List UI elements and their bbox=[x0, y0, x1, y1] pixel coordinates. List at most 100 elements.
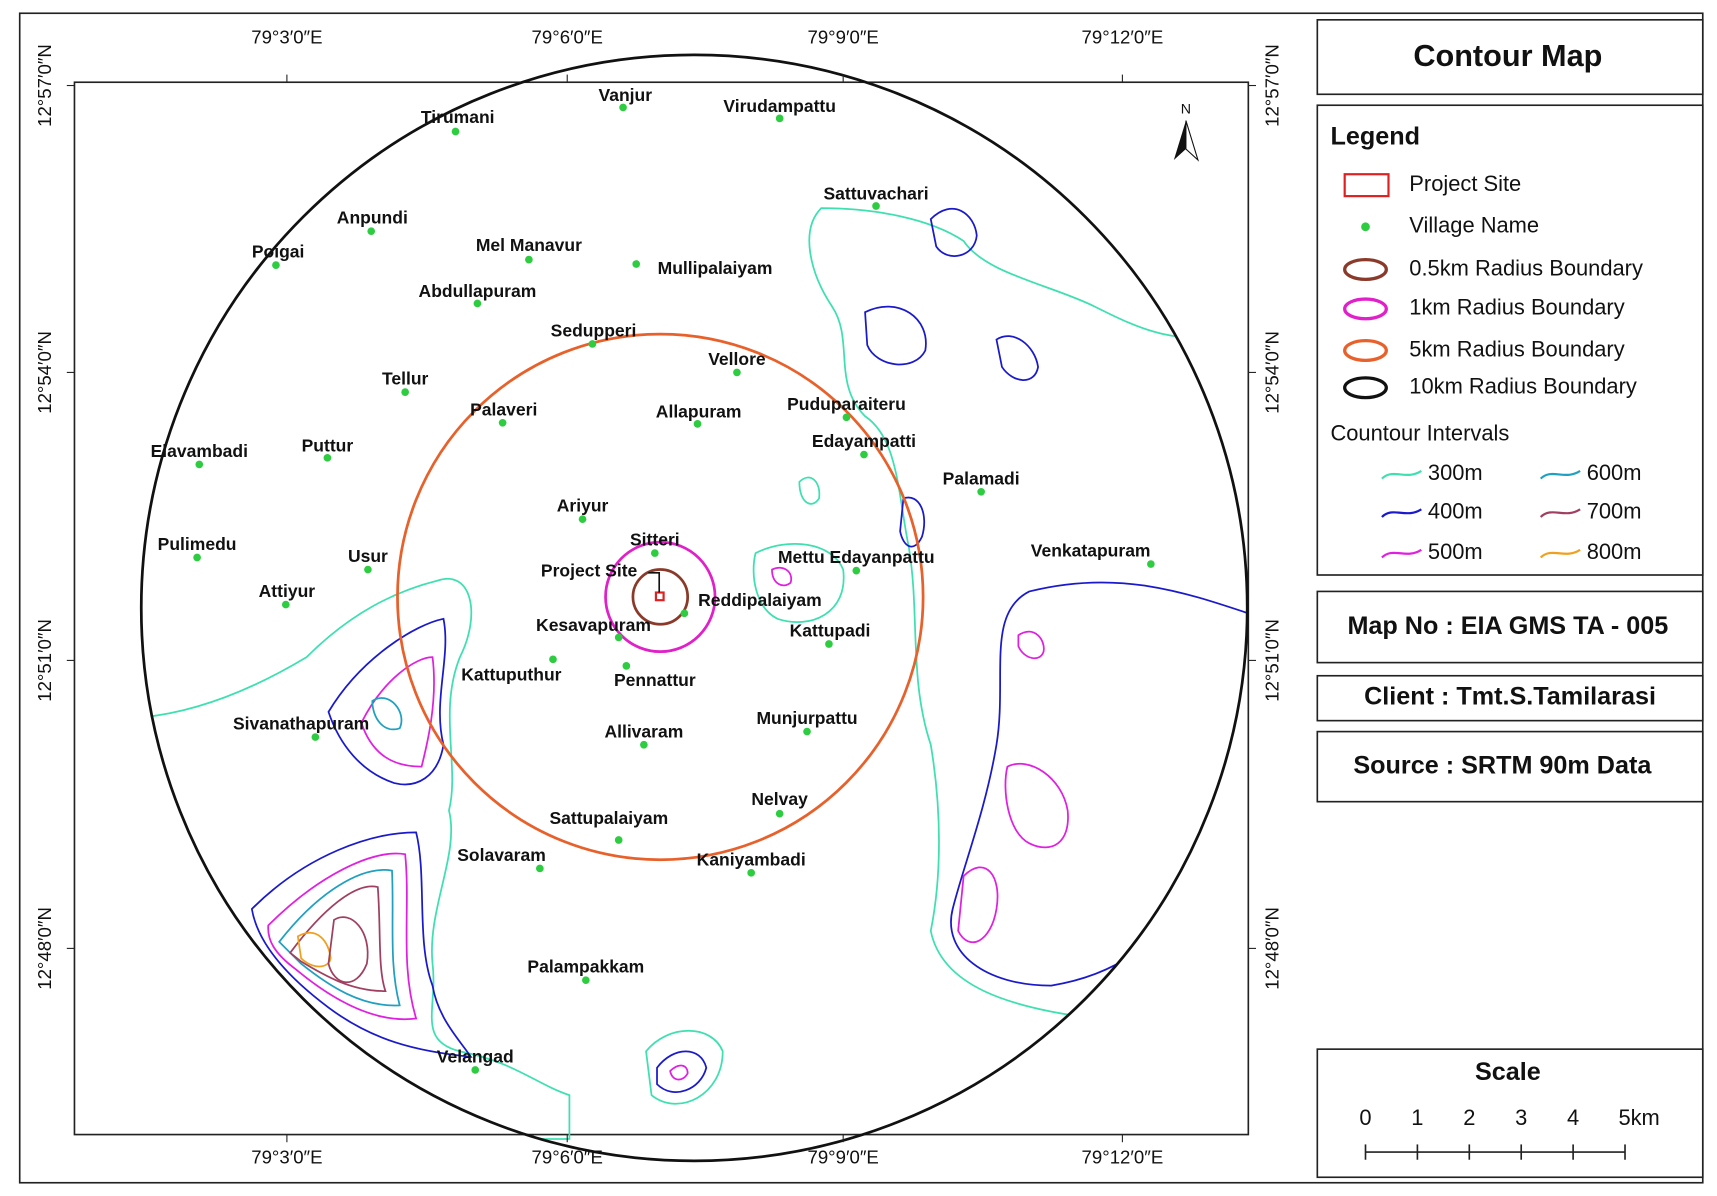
village-dot bbox=[803, 727, 811, 736]
village-dot bbox=[775, 809, 784, 818]
lat-label-right: 12°51′0″N bbox=[1261, 619, 1282, 702]
village-label: Sattupalaiyam bbox=[549, 808, 668, 828]
village-label: Palaveri bbox=[470, 399, 537, 419]
village-dot bbox=[825, 640, 833, 648]
legend-label: 0.5km Radius Boundary bbox=[1409, 255, 1643, 280]
village-label: Vanjur bbox=[598, 85, 652, 105]
contour-line bbox=[656, 1050, 708, 1093]
village-label: Ariyur bbox=[557, 496, 609, 516]
village-dot bbox=[614, 836, 623, 844]
village-dot bbox=[632, 260, 641, 268]
village-dot bbox=[323, 454, 332, 462]
legend-symbol bbox=[1343, 376, 1388, 400]
village-label: Solavaram bbox=[457, 845, 546, 865]
legend-contour bbox=[1539, 508, 1581, 518]
contour-line bbox=[141, 577, 571, 1140]
lon-label-bottom: 79°12′0″E bbox=[1082, 1147, 1164, 1168]
village-dot bbox=[977, 487, 985, 496]
contour-line bbox=[929, 207, 978, 257]
legend-contour bbox=[1381, 508, 1422, 518]
map-no: Map No : EIA GMS TA - 005 bbox=[1347, 612, 1668, 640]
lat-label-right: 12°48′0″N bbox=[1261, 907, 1282, 990]
radius-0.5km bbox=[631, 568, 690, 626]
village-dot bbox=[842, 413, 851, 422]
village-dot bbox=[498, 418, 507, 427]
village-dot bbox=[747, 869, 756, 877]
lon-label-top: 79°12′0″E bbox=[1082, 26, 1164, 47]
village-label: Nelvay bbox=[751, 789, 808, 809]
village-label: Reddipalaiyam bbox=[698, 590, 822, 610]
contour-line bbox=[864, 305, 927, 366]
village-dot bbox=[311, 733, 320, 741]
contour-line bbox=[771, 566, 793, 587]
panel-title: Contour Map bbox=[1413, 39, 1602, 73]
village-dot bbox=[525, 255, 533, 264]
scale-label: 0 bbox=[1359, 1105, 1371, 1130]
lon-label-bottom: 79°9′0″E bbox=[807, 1147, 878, 1168]
village-dot bbox=[473, 299, 482, 308]
contour-line bbox=[288, 885, 387, 992]
contour-line bbox=[995, 335, 1039, 381]
village-label: Palampakkam bbox=[527, 957, 644, 977]
village-dot bbox=[860, 450, 868, 459]
village-dot bbox=[193, 553, 201, 562]
legend-label: Project Site bbox=[1409, 171, 1521, 196]
lon-label-top: 79°3′0″E bbox=[251, 26, 322, 47]
village-dot bbox=[622, 662, 631, 670]
village-label: Palamadi bbox=[943, 468, 1020, 488]
village-label: Mel Manavur bbox=[476, 235, 582, 255]
village-label: Abdullapuram bbox=[419, 281, 537, 301]
scale-label: 4 bbox=[1567, 1105, 1579, 1130]
village-label: Kaniyambadi bbox=[697, 849, 806, 869]
north-label: N bbox=[1181, 101, 1191, 117]
legend-symbol bbox=[1343, 297, 1388, 321]
village-dot bbox=[364, 565, 372, 574]
village-dot bbox=[619, 103, 627, 112]
scale-label: 2 bbox=[1463, 1105, 1475, 1130]
contour-line bbox=[798, 476, 821, 505]
village-dot bbox=[680, 609, 689, 618]
village-dot bbox=[549, 655, 557, 664]
contour-line bbox=[250, 831, 473, 1058]
legend-label: Village Name bbox=[1409, 213, 1539, 238]
village-dot bbox=[195, 460, 204, 469]
contour-line bbox=[360, 656, 435, 768]
contour-line bbox=[752, 542, 845, 623]
legend-contour-label: 600m bbox=[1587, 460, 1642, 485]
legend-contour bbox=[1539, 548, 1581, 559]
legend-label: 5km Radius Boundary bbox=[1409, 336, 1624, 361]
legend-contour-label: 700m bbox=[1587, 498, 1642, 523]
village-dot bbox=[733, 368, 741, 377]
village-dot bbox=[471, 1066, 480, 1074]
legend-symbol bbox=[1343, 339, 1388, 363]
village-label: Elavambadi bbox=[151, 441, 248, 461]
village-dot bbox=[401, 388, 409, 396]
village-dot bbox=[367, 227, 376, 235]
village-label: Tirumani bbox=[421, 107, 495, 127]
village-dot bbox=[272, 261, 280, 269]
legend-label: 10km Radius Boundary bbox=[1409, 374, 1637, 399]
contour-line bbox=[278, 869, 401, 1007]
legend-title: Legend bbox=[1330, 123, 1420, 151]
village-dot bbox=[650, 549, 659, 557]
lat-label-right: 12°57′0″N bbox=[1261, 44, 1282, 127]
radius-1km bbox=[604, 540, 717, 654]
village-label: Mettu Edayanpattu bbox=[778, 547, 935, 567]
village-label: Poigai bbox=[252, 242, 305, 262]
village-label: Usur bbox=[348, 546, 388, 566]
village-label: Velangad bbox=[437, 1047, 514, 1067]
contour-line bbox=[899, 496, 926, 548]
project-site-label: Project Site bbox=[541, 560, 638, 580]
lat-label-left: 12°54′0″N bbox=[34, 331, 55, 414]
lon-label-bottom: 79°3′0″E bbox=[251, 1147, 322, 1168]
contour-line bbox=[267, 852, 418, 1021]
village-dot bbox=[582, 976, 590, 984]
contour-title: Countour Intervals bbox=[1330, 421, 1509, 446]
village-dot bbox=[693, 420, 702, 428]
legend-label: 1km Radius Boundary bbox=[1409, 295, 1624, 320]
legend-symbol bbox=[1343, 173, 1390, 198]
lon-label-top: 79°9′0″E bbox=[807, 26, 878, 47]
village-label: Munjurpattu bbox=[756, 708, 857, 728]
village-label: Kesavapuram bbox=[536, 615, 651, 635]
